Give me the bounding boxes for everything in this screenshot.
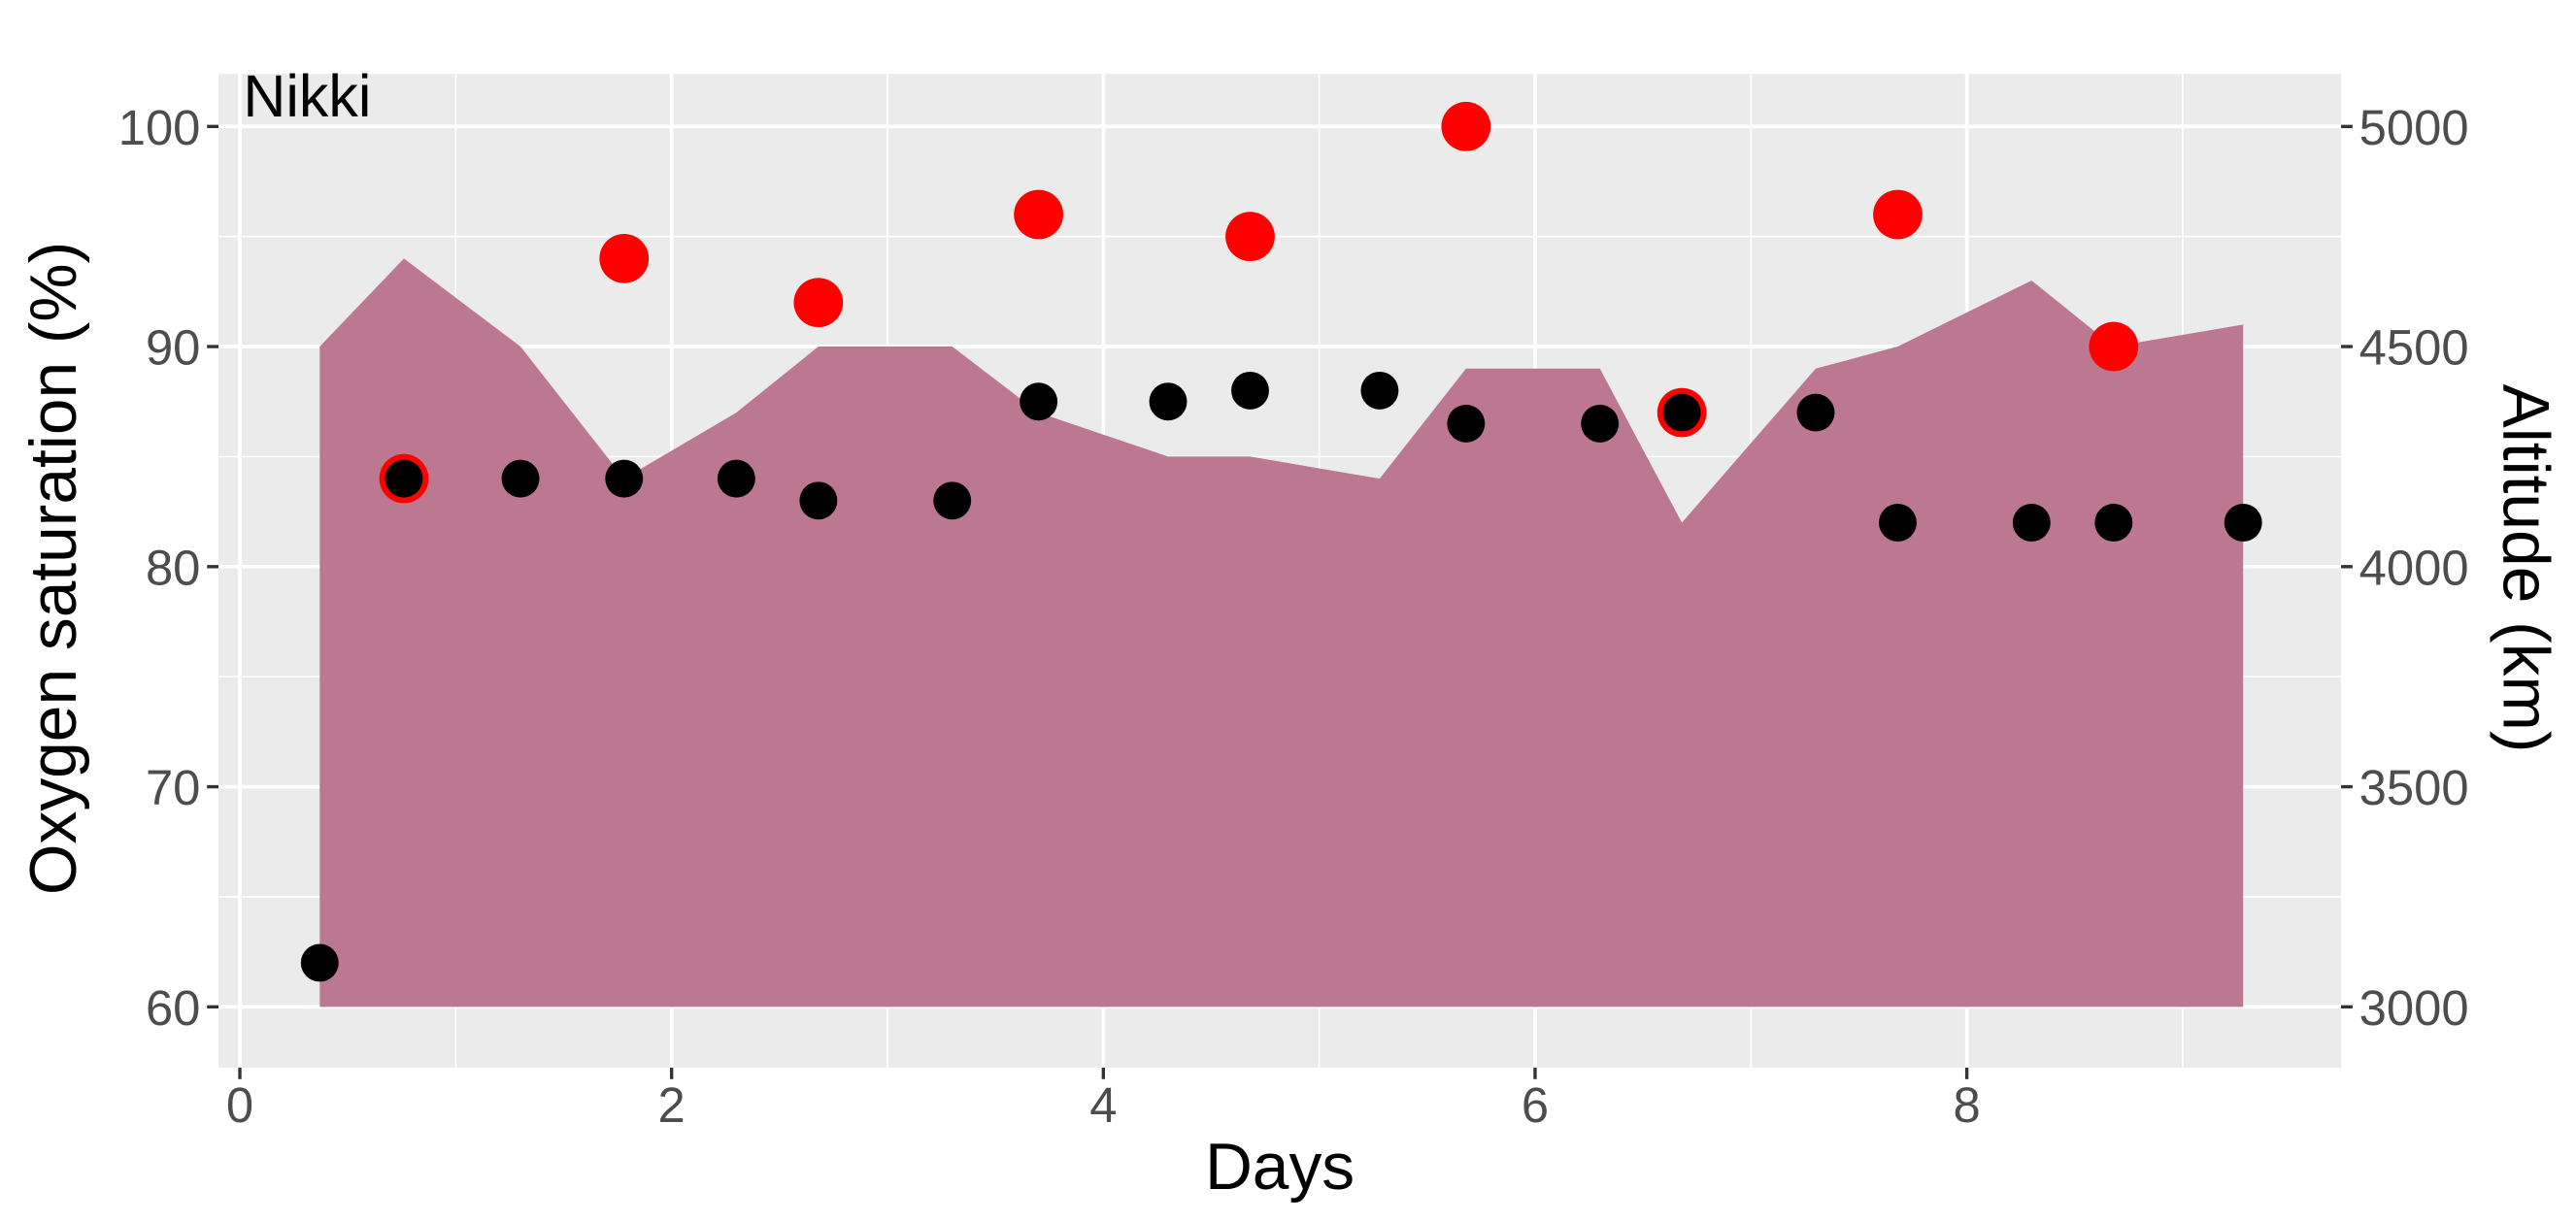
points	[300, 101, 2262, 982]
black-point	[1581, 404, 1620, 443]
black-point	[385, 459, 423, 498]
x-tick-label: 6	[1522, 1077, 1549, 1133]
y-right-tick-label: 4000	[2359, 540, 2469, 595]
red-point	[1441, 101, 1491, 151]
black-point	[1447, 404, 1486, 443]
panel-annotation: Nikki	[243, 63, 371, 129]
black-point	[1662, 393, 1701, 432]
altitude-area	[319, 258, 2244, 1007]
red-point	[1873, 189, 1923, 240]
y-right-tick-label: 3500	[2359, 760, 2469, 815]
black-point	[933, 481, 972, 520]
red-point	[1014, 189, 1064, 240]
black-point	[2012, 503, 2051, 542]
red-point	[2089, 321, 2139, 372]
y-tick-label: 70	[146, 760, 200, 815]
black-point	[1796, 393, 1835, 432]
y-tick-label: 100	[118, 100, 201, 155]
red-point	[599, 233, 650, 283]
black-point	[605, 459, 644, 498]
y-right-tick-label: 4500	[2359, 320, 2469, 376]
y-axis-title: Oxygen saturation (%)	[17, 242, 90, 895]
black-point	[1231, 371, 1269, 410]
x-tick-label: 4	[1089, 1077, 1117, 1133]
black-point	[501, 459, 540, 498]
axes: 0 2 4 6 8 60 70 80 90 100 3000 3500 4000 4500 5000	[118, 100, 2469, 1133]
y-right-tick-label: 5000	[2359, 100, 2469, 155]
black-point	[1879, 503, 1917, 542]
y-axis-right-title: Altitude (km)	[2490, 384, 2562, 753]
y-tick-label: 90	[146, 320, 200, 376]
black-point	[1360, 371, 1399, 410]
y-tick-label: 60	[146, 980, 200, 1036]
x-axis-title: Days	[1205, 1131, 1355, 1204]
black-point	[2094, 503, 2133, 542]
black-point	[1149, 382, 1188, 421]
x-tick-label: 0	[226, 1077, 253, 1133]
x-tick-label: 8	[1954, 1077, 1981, 1133]
x-tick-label: 2	[658, 1077, 686, 1133]
black-point	[2224, 503, 2262, 542]
black-point	[717, 459, 755, 498]
black-point	[1020, 382, 1058, 421]
y-tick-label: 80	[146, 540, 200, 595]
red-point	[1225, 212, 1275, 262]
altitude-area-polygon	[319, 258, 2244, 1007]
y-right-tick-label: 3000	[2359, 980, 2469, 1036]
black-point	[300, 943, 339, 982]
black-point	[799, 481, 838, 520]
red-point	[793, 278, 844, 328]
